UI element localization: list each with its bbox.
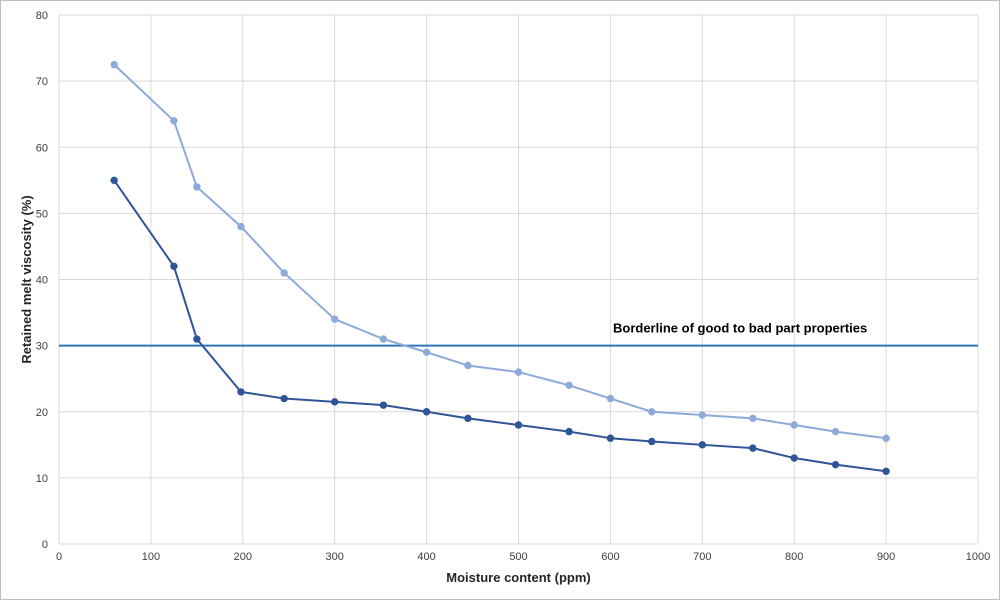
series-line xyxy=(113,179,887,473)
data-point xyxy=(379,335,388,343)
x-tick-label: 0 xyxy=(56,551,62,563)
data-point xyxy=(280,394,288,403)
x-tick-label: 100 xyxy=(142,551,160,563)
y-tick-label: 30 xyxy=(36,341,48,353)
x-tick-label: 300 xyxy=(326,551,344,563)
data-point xyxy=(698,441,706,449)
y-tick-label: 0 xyxy=(42,539,48,551)
data-point xyxy=(831,427,840,436)
x-tick-label: 1000 xyxy=(966,551,990,563)
data-point xyxy=(565,427,573,436)
data-point xyxy=(237,222,245,231)
data-point xyxy=(464,361,472,370)
data-point xyxy=(331,315,339,323)
x-tick-label: 700 xyxy=(693,551,711,563)
y-tick-label: 60 xyxy=(36,142,48,154)
y-tick-label: 50 xyxy=(36,208,48,220)
reference-line-label: Borderline of good to bad part propertie… xyxy=(613,321,867,336)
x-tick-label: 200 xyxy=(234,551,252,563)
data-point xyxy=(882,467,890,475)
y-tick-label: 80 xyxy=(36,10,48,22)
data-point xyxy=(606,394,615,403)
data-point xyxy=(565,381,573,389)
x-tick-label: 800 xyxy=(785,551,803,563)
data-point xyxy=(648,437,656,446)
series-line xyxy=(113,63,887,440)
data-point xyxy=(790,421,798,429)
data-point xyxy=(749,444,757,452)
data-point xyxy=(110,60,118,69)
data-point xyxy=(193,183,201,191)
data-point xyxy=(648,408,656,416)
x-tick-label: 400 xyxy=(417,551,435,563)
data-point xyxy=(422,348,431,356)
data-point xyxy=(749,414,757,423)
series xyxy=(110,60,890,475)
data-point xyxy=(379,401,388,409)
data-point xyxy=(280,269,288,277)
y-tick-label: 20 xyxy=(36,407,48,419)
x-tick-label: 500 xyxy=(509,551,527,563)
y-tick-label: 10 xyxy=(36,473,48,485)
x-tick-label: 900 xyxy=(877,551,895,563)
x-axis-title: Moisture content (ppm) xyxy=(446,570,590,585)
series-1 xyxy=(110,60,890,442)
data-point xyxy=(831,460,840,469)
reference-line-group: Borderline of good to bad part propertie… xyxy=(59,321,978,347)
data-point xyxy=(514,421,523,429)
y-tick-label: 70 xyxy=(36,76,48,88)
data-point xyxy=(237,388,245,396)
data-point xyxy=(170,262,178,270)
data-point xyxy=(331,398,339,406)
data-point xyxy=(790,454,798,462)
data-point xyxy=(698,411,706,419)
data-point xyxy=(170,117,178,125)
series-2 xyxy=(110,176,890,475)
data-point xyxy=(193,335,201,343)
y-axis-title: Retained melt viscosity (%) xyxy=(19,195,34,363)
y-tick-label: 40 xyxy=(36,275,48,287)
data-point xyxy=(606,434,615,442)
data-point xyxy=(422,408,431,416)
data-point xyxy=(110,176,118,185)
data-point xyxy=(514,368,523,376)
x-tick-label: 600 xyxy=(601,551,619,563)
grid xyxy=(58,14,979,545)
data-point xyxy=(882,434,890,442)
data-point xyxy=(464,414,472,423)
